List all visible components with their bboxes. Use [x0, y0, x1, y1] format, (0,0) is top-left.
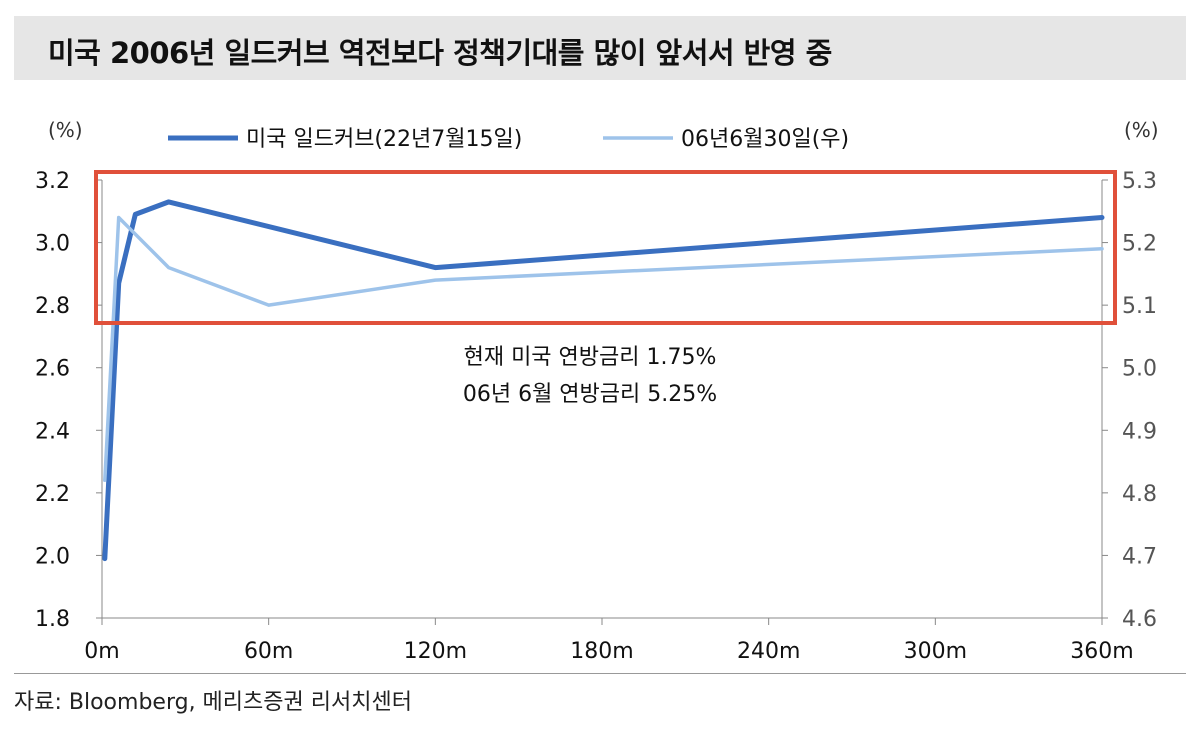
legend-label: 미국 일드커브(22년7월15일): [246, 127, 522, 152]
left-tick-label: 3.2: [35, 169, 70, 194]
right-tick-label: 5.2: [1122, 232, 1157, 257]
right-tick-label: 4.6: [1122, 607, 1157, 632]
left-tick-label: 2.0: [35, 544, 70, 569]
right-tick-label: 4.9: [1122, 419, 1157, 444]
x-tick-label: 360m: [1070, 639, 1133, 664]
x-tick-label: 0m: [84, 639, 119, 664]
series-line-us-curve-2022: [102, 199, 1105, 562]
x-tick-label: 120m: [404, 639, 467, 664]
legend-label: 06년6월30일(우): [681, 127, 849, 152]
right-tick-label: 5.1: [1122, 294, 1157, 319]
left-tick-label: 2.4: [35, 419, 70, 444]
highlight-box: [94, 170, 1117, 325]
x-tick-label: 300m: [904, 639, 967, 664]
x-tick-label: 240m: [737, 639, 800, 664]
x-tick-label: 180m: [570, 639, 633, 664]
chart-legend: 미국 일드커브(22년7월15일) 06년6월30일(우): [168, 127, 849, 152]
bottom-divider: [14, 673, 1186, 674]
annotation-text: 06년 6월 연방금리 5.25%: [463, 382, 717, 407]
annotations: 현재 미국 연방금리 1.75% 06년 6월 연방금리 5.25%: [463, 345, 717, 407]
left-tick-label: 3.0: [35, 232, 70, 257]
annotation-text: 현재 미국 연방금리 1.75%: [464, 345, 717, 370]
x-tick-label: 60m: [244, 639, 293, 664]
left-tick-label: 2.8: [35, 294, 70, 319]
right-tick-label: 4.8: [1122, 482, 1157, 507]
right-tick-label: 5.3: [1122, 169, 1157, 194]
left-tick-label: 1.8: [35, 607, 70, 632]
right-tick-label: 5.0: [1122, 357, 1157, 382]
series-layer: [94, 170, 1117, 562]
left-tick-label: 2.6: [35, 357, 70, 382]
right-tick-label: 4.7: [1122, 544, 1157, 569]
left-axis-label: (%): [48, 118, 83, 142]
chart-title: 미국 2006년 일드커브 역전보다 정책기대를 많이 앞서서 반영 중: [48, 36, 832, 70]
title-bar: 미국 2006년 일드커브 역전보다 정책기대를 많이 앞서서 반영 중: [14, 16, 1186, 80]
chart-axes: 1.8 2.0 2.2 2.4 2.6 2.8 3.0 3.2 4.6 4.7 4.8 4.9 5.0 5…: [35, 118, 1159, 664]
series-line-curve-2006: [103, 215, 1104, 483]
right-axis-label: (%): [1124, 118, 1159, 142]
source-note: 자료: Bloomberg, 메리츠증권 리서치센터: [14, 690, 412, 715]
left-tick-label: 2.2: [35, 482, 70, 507]
